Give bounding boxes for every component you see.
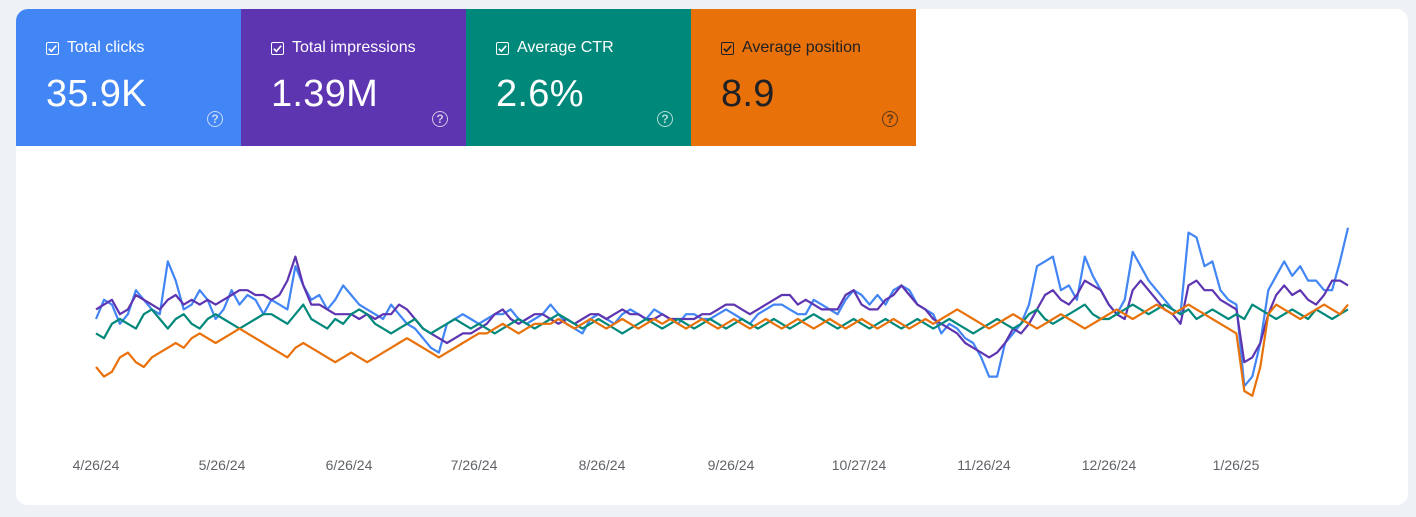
checkbox-checked-icon[interactable] [271, 41, 284, 55]
help-icon[interactable]: ? [882, 111, 898, 127]
metric-value: 8.9 [721, 73, 775, 115]
x-tick-label: 7/26/24 [451, 457, 498, 473]
x-tick-label: 11/26/24 [957, 457, 1011, 473]
metric-tile-average-ctr[interactable]: Average CTR 2.6% ? [466, 9, 691, 146]
metric-label: Total impressions [292, 39, 416, 56]
metric-label: Average CTR [517, 39, 614, 56]
help-icon[interactable]: ? [657, 111, 673, 127]
metric-label: Average position [742, 39, 861, 56]
series-line-average-position [95, 303, 1349, 397]
metric-label: Total clicks [67, 39, 145, 56]
x-tick-label: 8/26/24 [579, 457, 626, 473]
x-tick-label: 12/26/24 [1082, 457, 1137, 473]
performance-chart: 4/26/24 5/26/24 6/26/24 7/26/24 8/26/24 9/26/… [73, 227, 1350, 473]
metric-value: 2.6% [496, 73, 584, 115]
x-tick-label: 10/27/24 [832, 457, 887, 473]
metric-value: 1.39M [271, 73, 379, 115]
help-icon[interactable]: ? [207, 111, 223, 127]
checkbox-checked-icon[interactable] [46, 41, 59, 55]
checkbox-checked-icon[interactable] [721, 41, 734, 55]
help-icon[interactable]: ? [432, 111, 448, 127]
metric-tile-total-clicks[interactable]: Total clicks 35.9K ? [16, 9, 241, 146]
x-tick-label: 1/26/25 [1213, 457, 1260, 473]
checkbox-checked-icon[interactable] [496, 41, 509, 55]
x-tick-label: 5/26/24 [199, 457, 246, 473]
metric-value: 35.9K [46, 73, 147, 115]
performance-card: 4/26/24 5/26/24 6/26/24 7/26/24 8/26/24 9/26/… [16, 9, 1408, 505]
x-tick-label: 6/26/24 [326, 457, 373, 473]
series-line-total-impressions [95, 255, 1349, 364]
metric-tiles: Total clicks 35.9K ? Total impressions 1… [16, 9, 916, 146]
metric-tile-average-position[interactable]: Average position 8.9 ? [691, 9, 916, 146]
x-tick-label: 4/26/24 [73, 457, 120, 473]
x-tick-label: 9/26/24 [708, 457, 755, 473]
series-line-average-ctr [95, 303, 1349, 340]
metric-tile-total-impressions[interactable]: Total impressions 1.39M ? [241, 9, 466, 146]
